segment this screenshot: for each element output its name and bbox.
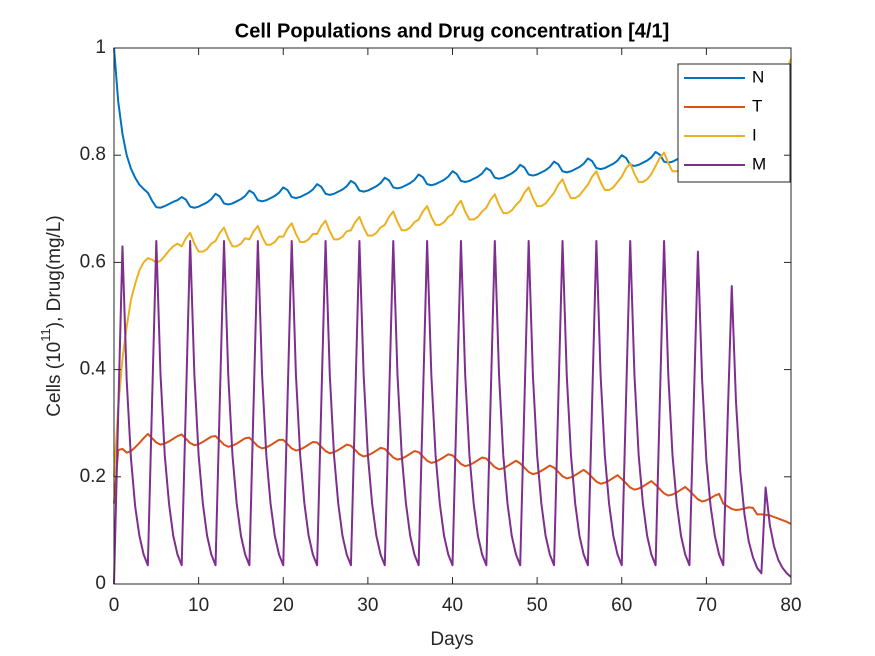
y-tick-label: 0.6 xyxy=(80,251,106,272)
legend-label: T xyxy=(752,96,762,115)
x-tick-label: 70 xyxy=(696,595,717,616)
legend-label: I xyxy=(752,125,757,144)
x-tick-label: 0 xyxy=(109,595,120,616)
y-tick-label: 0.2 xyxy=(80,466,106,487)
y-axis-label: Cells (1011), Drug(mg/L) xyxy=(38,215,65,416)
x-tick-label: 10 xyxy=(188,595,209,616)
x-tick-label: 20 xyxy=(273,595,294,616)
x-axis-label: Days xyxy=(430,629,473,650)
legend-label: N xyxy=(752,67,764,86)
y-tick-label: 0.8 xyxy=(80,144,106,165)
series-line xyxy=(113,432,792,525)
y-axis-label-superscript: 11 xyxy=(38,328,53,342)
x-tick-label: 30 xyxy=(357,595,378,616)
x-tick-label: 50 xyxy=(527,595,548,616)
x-tick-label: 40 xyxy=(442,595,463,616)
y-tick-label: 1 xyxy=(95,37,106,58)
y-axis-label-part: ), Drug(mg/L) xyxy=(44,215,65,328)
y-axis-label-part: Cells (10 xyxy=(44,342,65,417)
y-tick-label: 0 xyxy=(95,573,106,594)
series-line xyxy=(113,239,792,585)
y-tick-label: 0.4 xyxy=(80,359,107,380)
chart-title: Cell Populations and Drug concentration … xyxy=(235,20,669,42)
legend-label: M xyxy=(752,154,766,173)
x-tick-label: 80 xyxy=(780,595,801,616)
legend-box xyxy=(677,63,791,183)
x-tick-label: 60 xyxy=(611,595,632,616)
